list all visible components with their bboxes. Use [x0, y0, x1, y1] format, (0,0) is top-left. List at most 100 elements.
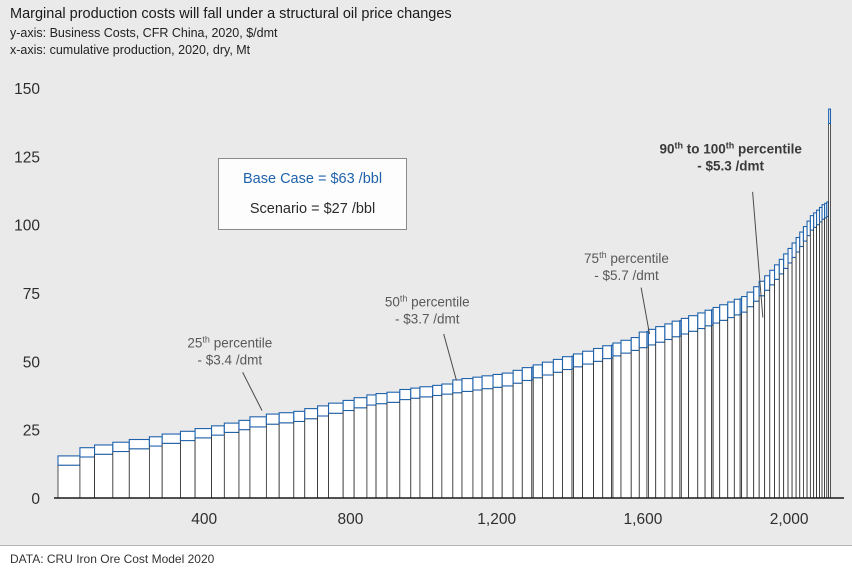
base-case-cost-step [265, 413, 280, 425]
base-case-cost-step [712, 306, 721, 324]
scenario-cost-bar [472, 389, 483, 499]
base-case-cost-step [366, 394, 377, 406]
percentile-annotation: 75th percentile - $5.7 /dmt [584, 250, 669, 283]
scenario-cost-bar [655, 341, 666, 499]
base-case-cost-step [764, 275, 771, 291]
y-axis-tick-label: 100 [14, 218, 40, 235]
scenario-cost-bar [828, 123, 831, 499]
scenario-cost-bar [461, 390, 474, 499]
scenario-cost-bar [774, 278, 780, 499]
base-case-cost-step [148, 436, 163, 447]
data-source-text: DATA: CRU Iron Ore Cost Model 2020 [10, 552, 215, 566]
scenario-cost-bar [238, 429, 251, 499]
annotation-leader-line [752, 191, 764, 318]
scenario-cost-bar [211, 434, 225, 499]
base-case-cost-step [492, 373, 503, 388]
scenario-cost-bar [582, 363, 594, 499]
scenario-cost-bar [278, 422, 295, 499]
base-case-cost-step [704, 309, 713, 327]
scenario-cost-bar [809, 229, 815, 499]
base-case-cost-step [249, 416, 267, 428]
base-case-cost-step [612, 342, 622, 357]
base-case-cost-step [719, 304, 729, 321]
x-axis-tick-label: 1,600 [624, 511, 663, 528]
scenario-cost-bar [265, 423, 280, 499]
base-case-cost-step [432, 384, 443, 397]
scenario-cost-bar [492, 386, 503, 499]
y-axis-tick-label: 125 [14, 149, 40, 166]
base-case-cost-step [375, 393, 388, 405]
legend-box: Base Case = $63 /bbl Scenario = $27 /bbl [218, 158, 408, 230]
scenario-cost-bar [680, 333, 690, 499]
base-case-cost-step [128, 438, 150, 450]
cost-curve-chart: 0 25 50 75 100 125 150 400 800 1,200 1,600 2,000 25t… [14, 81, 844, 528]
scenario-cost-bar [727, 317, 735, 499]
scenario-cost-bar [612, 355, 622, 499]
base-case-cost-step [293, 410, 306, 423]
scenario-cost-bar [813, 226, 817, 499]
scenario-cost-bar [602, 358, 612, 499]
scenario-cost-bar [532, 377, 543, 499]
chart-header: Marginal production costs will fall unde… [10, 6, 452, 59]
scenario-cost-bar [57, 464, 81, 499]
base-case-cost-step [472, 376, 483, 391]
percentile-annotation: 50th percentile - $3.7 /dmt [385, 294, 470, 327]
base-case-cost-step [769, 269, 776, 286]
scenario-cost-bar [803, 240, 808, 499]
scenario-cost-bar [148, 445, 163, 499]
scenario-cost-bar [778, 273, 785, 499]
scenario-cost-bar [194, 437, 212, 499]
scenario-cost-bar [753, 300, 760, 499]
y-axis-tick-label: 25 [23, 423, 40, 440]
base-case-cost-step [512, 369, 523, 384]
percentile-annotation: 90th to 100th percentile - $5.3 /dmt [659, 141, 802, 174]
base-case-cost-step [753, 286, 760, 302]
scenario-cost-bar [719, 319, 729, 499]
scenario-cost-bar [783, 267, 789, 499]
scenario-cost-bar [712, 322, 721, 499]
source-footer: DATA: CRU Iron Ore Cost Model 2020 [0, 545, 852, 572]
base-case-cost-step [593, 347, 604, 362]
base-case-cost-step [419, 386, 434, 398]
scenario-cost-bar [317, 415, 329, 499]
base-case-cost-step [353, 397, 368, 409]
x-axis-tick-label: 800 [338, 511, 364, 528]
scenario-cost-bar [304, 418, 318, 499]
base-case-cost-step [112, 441, 130, 453]
scenario-cost-bar [541, 374, 554, 499]
base-case-cost-step [783, 253, 789, 269]
scenario-cost-bar [342, 410, 355, 499]
scenario-cost-bar [697, 328, 706, 499]
scenario-cost-bar [787, 262, 793, 499]
scenario-cost-bar [512, 382, 523, 499]
base-case-cost-step [304, 408, 319, 420]
base-case-cost-step [582, 350, 595, 365]
base-case-cost-step [680, 317, 690, 335]
scenario-cost-bar [799, 246, 804, 499]
base-case-cost-step [410, 387, 421, 399]
base-case-cost-step [655, 326, 666, 343]
scenario-cost-bar [180, 440, 196, 499]
scenario-cost-bar [521, 380, 533, 499]
base-case-cost-step [828, 108, 832, 125]
scenario-cost-bar [758, 295, 766, 499]
annotation-leader-line [443, 333, 457, 381]
scenario-cost-bar [386, 401, 401, 499]
base-case-cost-step [746, 291, 755, 308]
scenario-cost-bar [806, 235, 811, 499]
annotation-leader-line [242, 372, 263, 411]
base-case-cost-step [638, 331, 648, 349]
base-case-cost-step [727, 301, 735, 319]
scenario-cost-bar [249, 426, 267, 499]
base-case-cost-step [602, 345, 613, 360]
scenario-cost-bar [410, 397, 421, 499]
scenario-cost-bar [419, 396, 434, 499]
scenario-cost-bar [328, 412, 344, 499]
scenario-cost-bar [223, 431, 240, 499]
scenario-cost-bar [552, 371, 563, 499]
base-case-cost-step [481, 375, 494, 390]
base-case-cost-step [630, 337, 640, 351]
base-case-cost-step [94, 444, 114, 455]
scenario-cost-bar [816, 224, 820, 499]
y-axis-tick-label: 50 [23, 354, 41, 371]
